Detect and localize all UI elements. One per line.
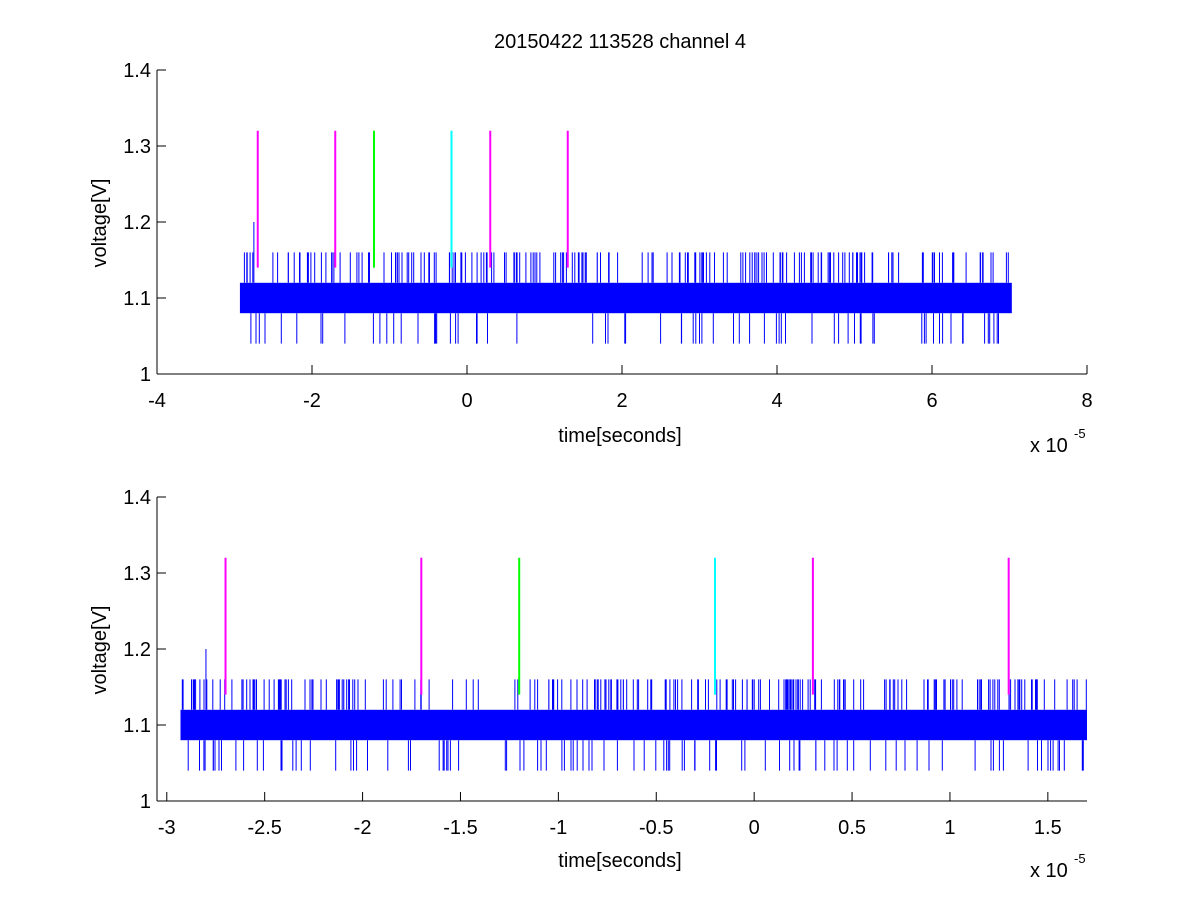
x-tick-label: 8 (1081, 390, 1092, 412)
x-tick-label: -2.5 (247, 817, 281, 839)
x-tick-label: 0 (749, 817, 760, 839)
x-tick-label: -2 (303, 390, 321, 412)
x-tick-label: 0.5 (838, 817, 866, 839)
signal-spikes (243, 252, 1009, 344)
signal-band (239, 282, 1012, 314)
top-x-exponent: -5 (1074, 426, 1086, 441)
y-tick-label: 1.4 (123, 487, 151, 509)
x-tick-label: -3 (158, 817, 176, 839)
x-tick-label: 0 (461, 390, 472, 412)
x-tick-label: -0.5 (639, 817, 673, 839)
top-x-axis-label: time[seconds] (558, 425, 681, 447)
bottom-x-exponent: -5 (1074, 851, 1086, 866)
bottom-y-axis-label: voltage[V] (89, 606, 111, 695)
bottom-x-multiplier: x 10 (1030, 860, 1068, 882)
signal-band (180, 709, 1087, 741)
bottom-event-markers (224, 557, 1010, 695)
top-subplot: 20150422 113528 channel 4 11.11.21.31.4 … (89, 31, 1093, 457)
bottom-subplot: 1 1.1 1.2 1.3 1.4 -3 -2.5 -2 -1.5 -1 -0.5 0 0.5 1 1.5… (89, 487, 1087, 882)
bottom-signal-trace (180, 649, 1087, 771)
bottom-x-axis-label: time[seconds] (558, 850, 681, 872)
x-tick-label: 6 (926, 390, 937, 412)
y-tick-label: 1.1 (123, 288, 151, 310)
x-tick-label: -1.5 (443, 817, 477, 839)
x-tick-label: 2 (616, 390, 627, 412)
y-tick-label: 1.3 (123, 136, 151, 158)
x-tick-label: -1 (549, 817, 567, 839)
top-signal-trace (239, 222, 1012, 344)
x-tick-label: -4 (148, 390, 166, 412)
y-tick-label: 1.4 (123, 60, 151, 82)
y-tick-label: 1.3 (123, 563, 151, 585)
x-tick-label: -2 (354, 817, 372, 839)
top-y-axis-label: voltage[V] (89, 179, 111, 268)
x-tick-label: 4 (771, 390, 782, 412)
chart-title: 20150422 113528 channel 4 (494, 31, 746, 53)
top-x-ticks: -4 -2 0 2 4 6 8 (148, 365, 1093, 412)
y-tick-label: 1 (140, 791, 151, 813)
top-y-ticks: 1 1.1 1.2 1.3 1.4 (123, 60, 166, 386)
y-tick-label: 1.2 (123, 212, 151, 234)
y-tick-label: 1 (140, 364, 151, 386)
y-tick-label: 1.1 (123, 715, 151, 737)
x-tick-label: 1 (944, 817, 955, 839)
top-event-markers (256, 130, 569, 268)
x-tick-label: 1.5 (1034, 817, 1062, 839)
bottom-y-ticks: 1 1.1 1.2 1.3 1.4 (123, 487, 166, 813)
top-x-multiplier: x 10 (1030, 435, 1068, 457)
bottom-x-ticks: -3 -2.5 -2 -1.5 -1 -0.5 0 0.5 1 1.5 (158, 792, 1062, 839)
y-tick-label: 1.2 (123, 639, 151, 661)
